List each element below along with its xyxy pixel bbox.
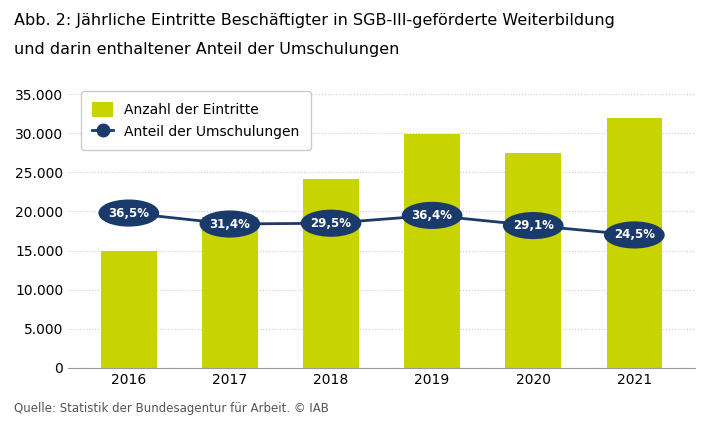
Text: 24,5%: 24,5% [614, 228, 655, 242]
Ellipse shape [504, 213, 562, 238]
Text: und darin enthaltener Anteil der Umschulungen: und darin enthaltener Anteil der Umschul… [14, 42, 400, 57]
Bar [303, 179, 359, 368]
Text: 29,1%: 29,1% [513, 219, 554, 232]
Text: 36,5%: 36,5% [109, 206, 149, 220]
Text: Abb. 2: Jährliche Eintritte Beschäftigter in SGB-III-geförderte Weiterbildung: Abb. 2: Jährliche Eintritte Beschäftigte… [14, 13, 615, 27]
Ellipse shape [302, 211, 360, 236]
Bar [101, 251, 157, 368]
Bar [506, 153, 561, 368]
Text: 31,4%: 31,4% [209, 217, 251, 231]
Bar [606, 118, 662, 368]
Ellipse shape [403, 203, 462, 228]
Ellipse shape [200, 212, 259, 236]
Legend: Anzahl der Eintritte, Anteil der Umschulungen: Anzahl der Eintritte, Anteil der Umschul… [82, 91, 311, 150]
Text: Quelle: Statistik der Bundesagentur für Arbeit. © IAB: Quelle: Statistik der Bundesagentur für … [14, 401, 329, 415]
Ellipse shape [99, 201, 158, 225]
Bar [202, 217, 258, 368]
Ellipse shape [605, 222, 664, 247]
Text: 29,5%: 29,5% [310, 217, 351, 230]
Text: 36,4%: 36,4% [412, 209, 452, 222]
Bar [404, 134, 460, 368]
